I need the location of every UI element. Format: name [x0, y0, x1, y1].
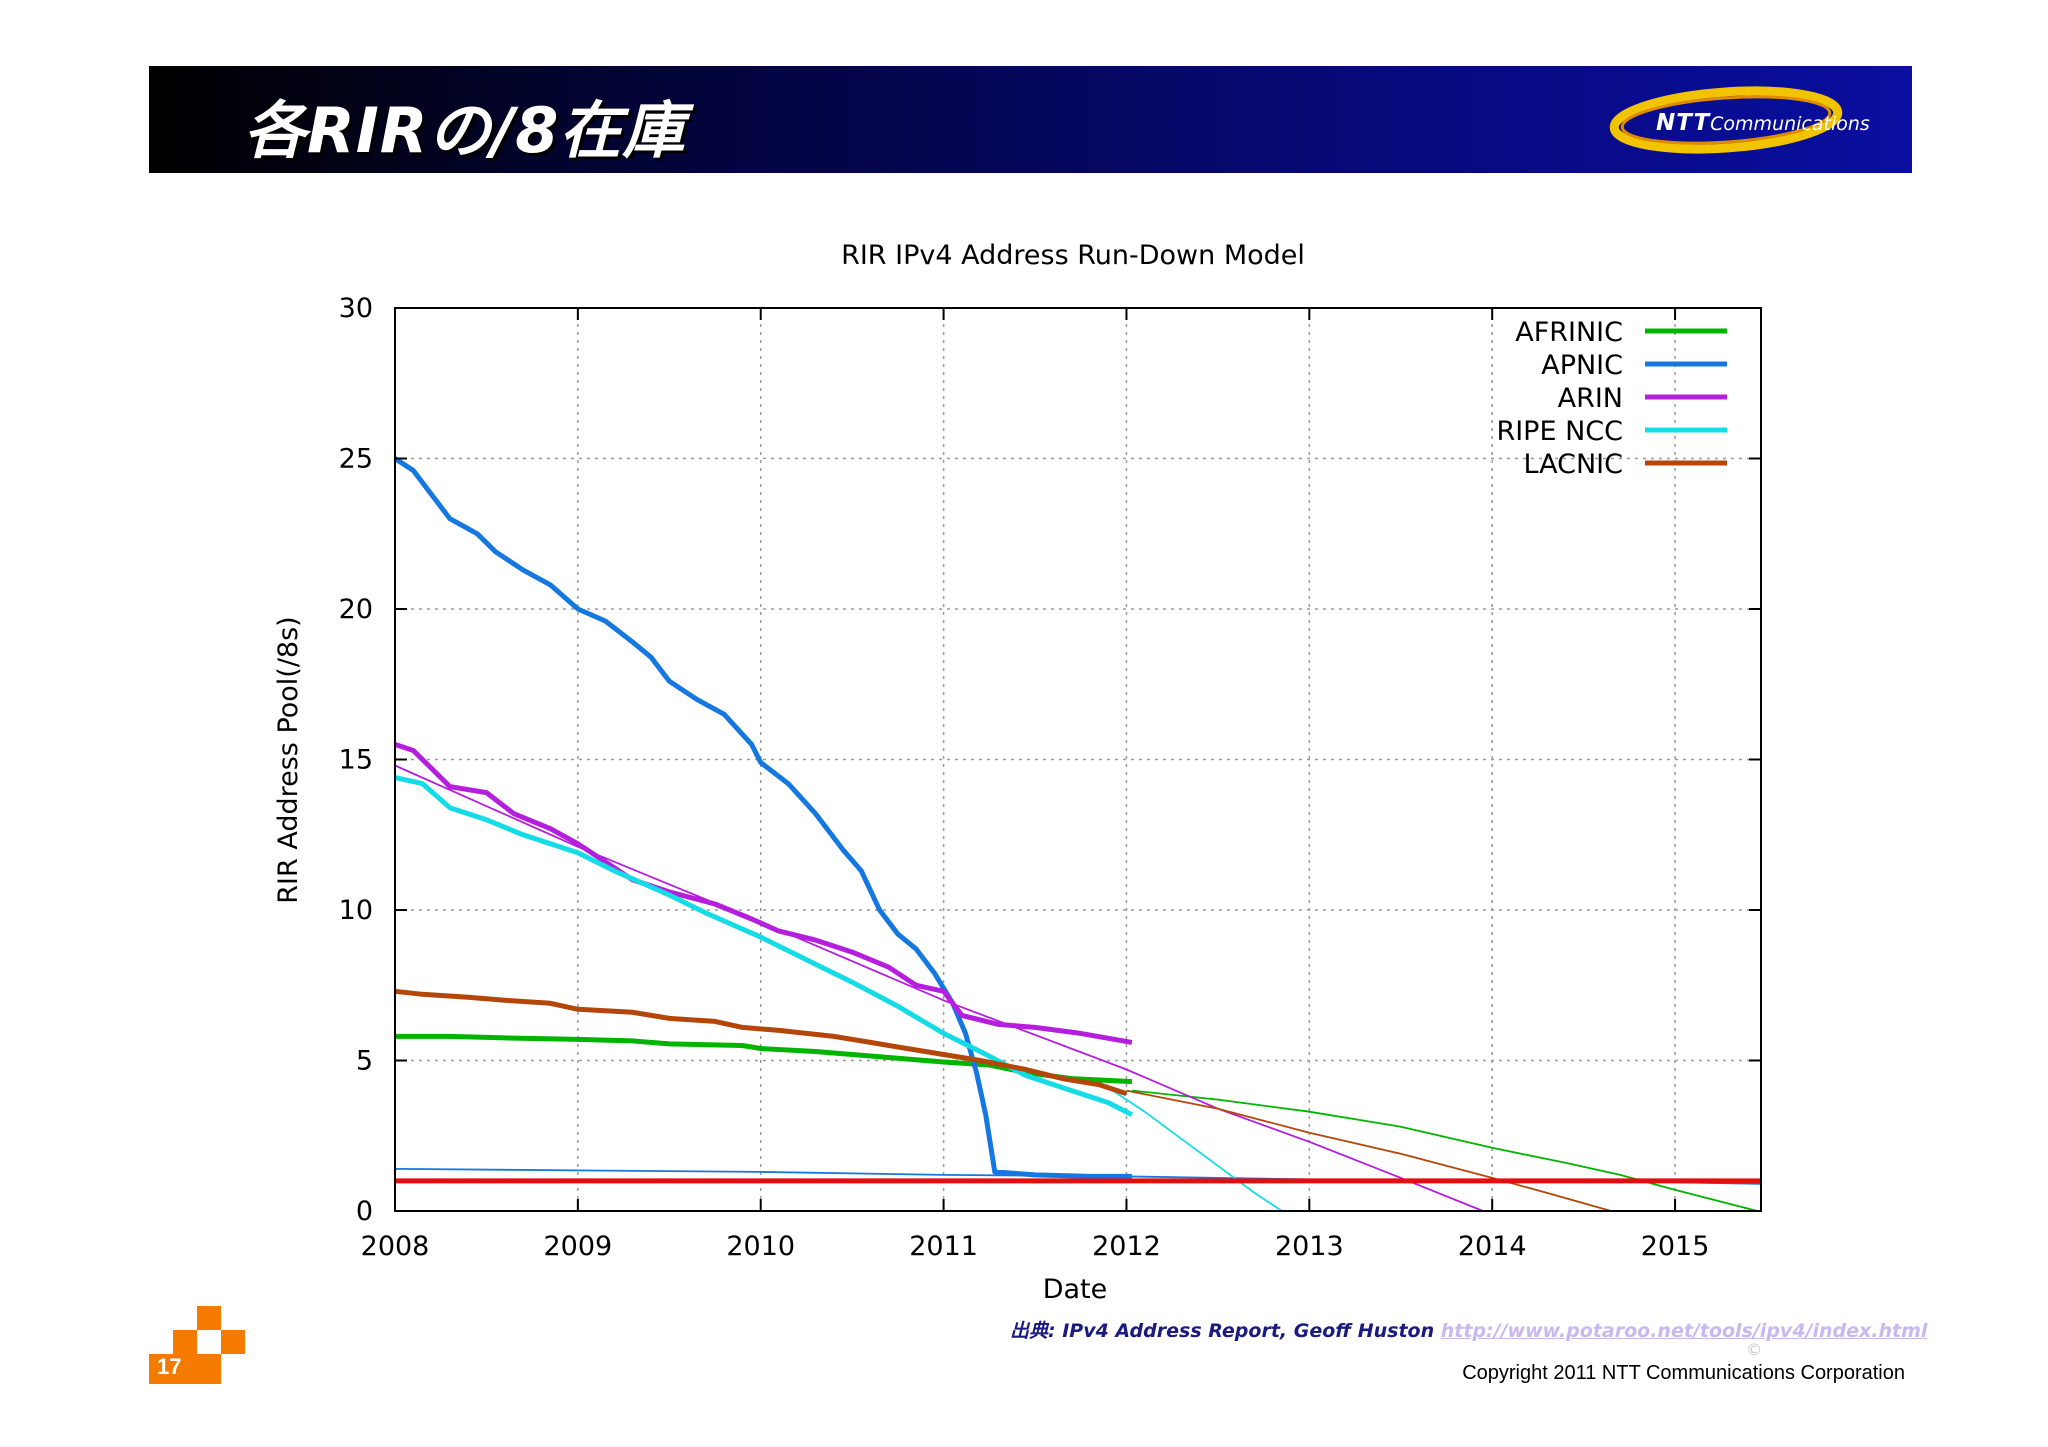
marker-square — [149, 1354, 197, 1384]
y-tick-label: 30 — [339, 293, 373, 324]
legend-label-apnic: APNIC — [1541, 350, 1623, 381]
tick-layer: 2008 2009 2010 2011 2012 2013 2014 2015 0 5 10 15 20… — [339, 293, 1761, 1262]
y-tick-label: 15 — [339, 745, 373, 776]
y-tick-label: 25 — [339, 444, 373, 475]
x-tick-label: 2008 — [361, 1231, 430, 1262]
logo-brand: NTT — [1656, 110, 1711, 136]
y-tick-label: 20 — [339, 594, 373, 625]
header-bar: 各RIRの/8在庫 NTTCommunications — [149, 66, 1912, 173]
x-tick-label: 2014 — [1458, 1231, 1527, 1262]
page-marker: 17 — [149, 1306, 245, 1384]
slide-title: 各RIRの/8在庫 — [244, 94, 686, 167]
marker-square — [173, 1330, 197, 1354]
x-tick-label: 2010 — [726, 1231, 795, 1262]
lacnic-projection-line — [1126, 1089, 1612, 1212]
logo-swoosh-icon — [1609, 86, 1843, 154]
arin-actual-line — [394, 742, 1133, 1045]
arin-projection-line — [394, 764, 1484, 1212]
legend-label-ripe-ncc: RIPE NCC — [1496, 416, 1623, 447]
y-tick-label: 10 — [339, 895, 373, 926]
logo-suffix: Communications — [1710, 113, 1870, 135]
legend-label-lacnic: LACNIC — [1523, 449, 1623, 480]
afrinic-actual-line — [395, 1033, 1133, 1085]
marker-square — [221, 1330, 245, 1354]
lacnic-actual-line — [394, 988, 1128, 1096]
rundown-chart: 2008 2009 2010 2011 2012 2013 2014 2015 0 5 10 15 20… — [273, 240, 1762, 1300]
source-url-link[interactable]: http://www.potaroo.net/tools/ipv4/index.… — [1440, 1320, 1928, 1342]
y-tick-label: 5 — [356, 1046, 373, 1077]
x-tick-label: 2013 — [1275, 1231, 1344, 1262]
marker-square — [197, 1306, 221, 1330]
copyright-text: Copyright 2011 NTT Communications Corpor… — [1462, 1362, 1905, 1384]
grid-layer — [395, 308, 1761, 1211]
series-layer — [393, 456, 1762, 1212]
ripe-ncc-projection-line — [1107, 1086, 1283, 1212]
ripe-ncc-actual-line — [394, 775, 1134, 1117]
x-tick-label: 2015 — [1641, 1231, 1710, 1262]
page-number: 17 — [157, 1354, 182, 1379]
x-axis-label: Date — [1043, 1274, 1108, 1300]
source-citation: 出典: IPv4 Address Report, Geoff Huston ht… — [1010, 1316, 1927, 1343]
logo-wordmark: NTTCommunications — [1656, 110, 1870, 136]
x-tick-label: 2012 — [1092, 1231, 1161, 1262]
y-axis-label: RIR Address Pool(/8s) — [273, 616, 304, 903]
copyright-symbol: © — [1746, 1340, 1762, 1359]
marker-square — [197, 1354, 221, 1384]
source-label: 出典: IPv4 Address Report, Geoff Huston — [1010, 1320, 1435, 1342]
chart-title: RIR IPv4 Address Run-Down Model — [841, 240, 1305, 271]
x-tick-label: 2011 — [909, 1231, 978, 1262]
ntt-logo: NTTCommunications — [1608, 80, 1898, 158]
x-tick-label: 2009 — [544, 1231, 613, 1262]
y-tick-label: 0 — [356, 1196, 373, 1227]
afrinic-projection-line — [1131, 1089, 1758, 1212]
legend-label-afrinic: AFRINIC — [1515, 317, 1623, 348]
legend-label-arin: ARIN — [1558, 383, 1623, 414]
